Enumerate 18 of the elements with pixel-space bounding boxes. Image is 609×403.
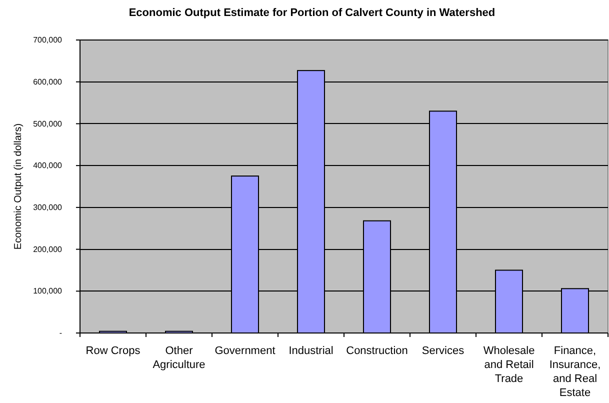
x-tick-label: Industrial — [288, 345, 334, 357]
x-tick-label: Construction — [346, 345, 408, 357]
x-tick-label: Wholesale and Retail Trade — [483, 345, 535, 385]
y-tick-label: 500,000 — [33, 119, 63, 128]
chart-title: Economic Output Estimate for Portion of Calvert County in Watershed — [128, 7, 496, 19]
y-tick-label: 700,000 — [33, 36, 63, 45]
x-tick-label: Finance, Insurance, and Real Estate — [549, 345, 601, 399]
y-tick-label: 600,000 — [33, 77, 63, 86]
y-tick-label: 100,000 — [33, 286, 63, 296]
y-tick-label: 300,000 — [33, 202, 63, 212]
x-tick-label: Row Crops — [86, 345, 141, 357]
x-tick-label: Other Agriculture — [152, 345, 206, 371]
x-tick-label: Government — [214, 345, 276, 357]
y-axis-title: Economic Output (in dollars) — [13, 123, 24, 250]
y-tick-label: - — [59, 328, 62, 338]
y-tick-label: 400,000 — [33, 161, 63, 170]
y-tick-label: 200,000 — [33, 244, 63, 254]
x-tick-label: Services — [422, 345, 465, 357]
